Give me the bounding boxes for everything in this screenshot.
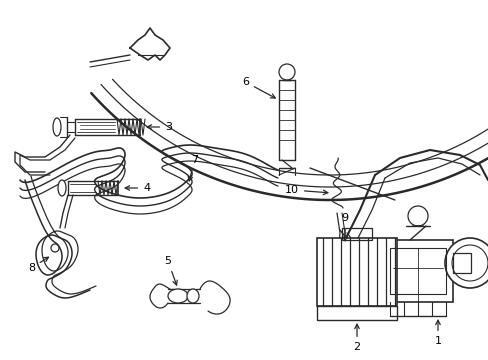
Bar — [452, 253, 470, 273]
Ellipse shape — [186, 289, 199, 303]
Ellipse shape — [53, 118, 61, 136]
Ellipse shape — [58, 180, 66, 196]
Text: 1: 1 — [434, 320, 441, 346]
Bar — [316, 238, 396, 306]
Text: 10: 10 — [285, 185, 327, 195]
Bar — [316, 306, 396, 320]
Text: 5: 5 — [164, 256, 177, 285]
Text: 8: 8 — [28, 257, 48, 273]
Bar — [389, 248, 445, 294]
Text: 7: 7 — [188, 155, 198, 181]
Bar — [341, 228, 371, 240]
Text: 3: 3 — [147, 122, 172, 132]
Circle shape — [444, 238, 488, 288]
Text: 6: 6 — [242, 77, 275, 98]
Text: 9: 9 — [341, 213, 348, 241]
Bar — [382, 240, 452, 302]
Text: 2: 2 — [353, 324, 360, 352]
Ellipse shape — [168, 289, 187, 303]
Text: 4: 4 — [125, 183, 150, 193]
